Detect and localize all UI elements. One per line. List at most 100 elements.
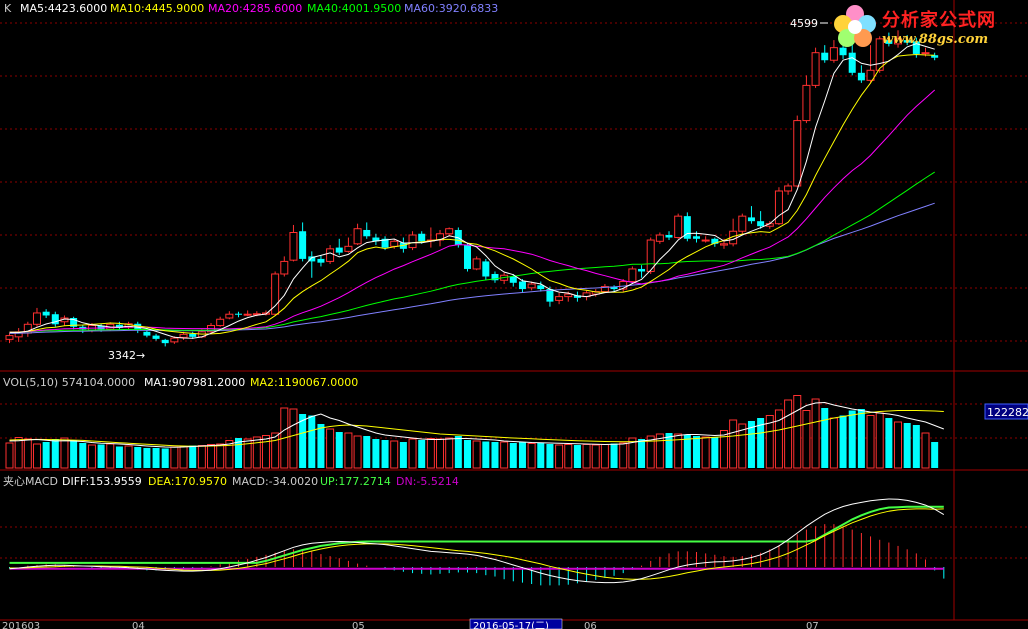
candle-body [711, 238, 719, 244]
macd-lines [9, 498, 945, 584]
candle [555, 292, 564, 305]
volume-bar [591, 444, 600, 469]
candle [464, 242, 471, 272]
ma40-line [9, 171, 935, 333]
volume-bar [79, 443, 87, 468]
candle [363, 222, 371, 239]
candle [774, 187, 783, 225]
volume-bar [243, 438, 252, 469]
volume-bar [252, 436, 261, 469]
volume-bar [500, 441, 509, 469]
candle [472, 256, 481, 271]
volume-badge-box [984, 403, 1028, 420]
label-ma60: MA60:3920.6833 [404, 2, 498, 15]
candle [518, 279, 526, 293]
candle [875, 36, 884, 73]
candle-body [243, 313, 252, 316]
candle [299, 222, 307, 262]
candle-body [600, 286, 609, 293]
ma5-line [9, 43, 935, 339]
candle-body [518, 281, 526, 290]
candle-body [912, 41, 920, 54]
candle-body [546, 289, 554, 302]
candle [821, 45, 829, 63]
candle [738, 213, 747, 234]
candle [289, 224, 298, 262]
volume-bar [518, 442, 526, 468]
candle [747, 206, 755, 224]
candle-body [271, 273, 280, 315]
candle [638, 265, 646, 278]
volume-bar [729, 419, 738, 469]
candle-body [537, 285, 545, 290]
candle [335, 238, 343, 256]
candle-body [894, 38, 903, 45]
candle [610, 285, 618, 292]
candle-body [655, 234, 664, 242]
volume-bar [573, 445, 581, 468]
volume-bar [674, 433, 683, 469]
volume-bar [757, 418, 765, 468]
volume-bar [97, 444, 105, 468]
volume-bar [793, 395, 802, 469]
candle-body [802, 84, 811, 122]
volume-bar [326, 428, 335, 469]
label-macd: MACD:-34.0020 [232, 475, 318, 488]
xaxis-06: 06 [584, 621, 597, 629]
candle-body [97, 325, 105, 330]
volume-bar [765, 415, 774, 469]
volume-bar [124, 445, 133, 469]
volume-bar [564, 444, 573, 469]
volume-bar [381, 440, 389, 468]
volume-bar [51, 439, 59, 468]
candle-body [921, 52, 930, 55]
candle-body [344, 245, 353, 252]
volume-bar [363, 436, 371, 468]
candle [179, 331, 188, 340]
candle [866, 45, 875, 83]
xaxis-start: 201603 [2, 621, 40, 629]
volume-bar [134, 447, 142, 468]
candle-body [665, 235, 673, 238]
candlestick-series [5, 30, 939, 347]
candle-body [299, 231, 307, 259]
candle-body [363, 229, 371, 237]
candle-body [353, 228, 362, 245]
volume-bar [931, 442, 939, 468]
candle-body [51, 314, 59, 325]
volume-bar [482, 441, 490, 468]
candle [235, 311, 242, 318]
candle-body [32, 312, 41, 325]
volume-header: VOL(5,10) 574104.0000 MA1:907981.2000 MA… [3, 376, 358, 389]
candle [674, 213, 683, 239]
volume-bar [408, 438, 417, 469]
volume-bar [711, 437, 719, 468]
candle-body [903, 40, 911, 43]
candle [51, 311, 59, 327]
site-logo: 分析家公式网 www.88gs.com [830, 2, 1026, 54]
volume-bar [610, 443, 618, 468]
volume-bar [143, 448, 151, 468]
candle-body [839, 47, 847, 56]
volume-bar [655, 433, 664, 469]
candle-body [811, 52, 820, 86]
candle-body [555, 296, 564, 301]
candle [491, 271, 499, 283]
volume-bar [628, 437, 637, 469]
candle-body [179, 333, 188, 338]
candle [655, 232, 664, 244]
candle-body [189, 333, 197, 337]
candle-body [464, 245, 471, 269]
volume-bar [821, 408, 829, 468]
volume-bar [271, 432, 280, 469]
volume-bar [353, 435, 362, 469]
candle [829, 40, 838, 63]
candle [271, 271, 280, 316]
volume-bar [106, 443, 115, 469]
candle-body [482, 261, 490, 277]
volume-bar [701, 436, 710, 469]
logo-url: www.88gs.com [882, 32, 989, 47]
volume-bar [857, 409, 865, 468]
volume-bars [5, 395, 939, 469]
